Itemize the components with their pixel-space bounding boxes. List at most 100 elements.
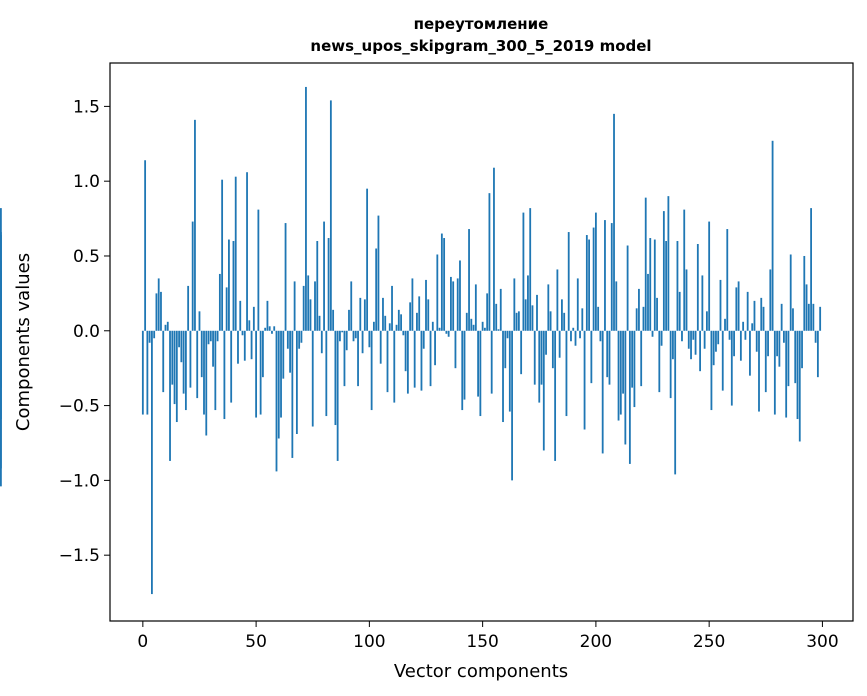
bar	[613, 113, 615, 331]
bar	[495, 303, 498, 331]
bar	[463, 330, 466, 400]
bar	[735, 287, 738, 331]
bar	[409, 302, 412, 331]
bar	[579, 330, 581, 339]
bar	[608, 330, 611, 385]
y-tick-label: 1.5	[73, 97, 100, 117]
bar	[785, 330, 788, 418]
bar	[794, 330, 797, 384]
bar	[762, 306, 765, 331]
bar	[771, 140, 774, 331]
bar	[696, 244, 699, 331]
bar	[171, 330, 174, 385]
bar	[502, 330, 504, 423]
bar	[293, 281, 296, 331]
bar	[667, 196, 670, 331]
bar	[422, 330, 425, 349]
bar	[628, 330, 631, 464]
bar	[724, 318, 726, 331]
bar	[753, 300, 756, 331]
bar	[624, 330, 627, 445]
bar	[400, 314, 402, 331]
bar	[658, 330, 661, 393]
bar	[280, 330, 282, 418]
bar	[592, 227, 595, 331]
bar	[262, 330, 264, 378]
bar	[336, 330, 339, 461]
bar	[685, 269, 688, 331]
bar	[318, 315, 321, 331]
bar	[307, 275, 310, 331]
bar	[361, 330, 364, 354]
bar	[737, 281, 740, 331]
bar	[225, 287, 228, 331]
bar	[807, 303, 810, 331]
bar	[755, 330, 758, 352]
bar	[814, 330, 817, 343]
bar	[175, 330, 178, 423]
chart-title-line1: переутомление	[414, 15, 549, 33]
bar	[309, 299, 312, 331]
bar	[515, 312, 518, 331]
bar	[769, 269, 772, 331]
bar	[302, 285, 305, 331]
bar	[633, 330, 636, 408]
bar	[676, 241, 679, 331]
bar	[626, 245, 629, 331]
bar	[182, 330, 185, 394]
bar	[660, 330, 663, 346]
y-axis-label: Components values	[13, 253, 34, 431]
bar	[488, 193, 491, 331]
x-tick-label: 200	[580, 632, 612, 652]
bar	[207, 330, 210, 345]
bar	[420, 330, 423, 391]
x-tick-label: 50	[245, 632, 267, 652]
bar	[289, 330, 291, 373]
bar	[157, 278, 160, 331]
bar	[635, 308, 638, 331]
bar	[384, 315, 387, 331]
bar	[146, 330, 149, 415]
bar	[780, 303, 783, 331]
bar	[0, 330, 2, 487]
bar	[148, 330, 151, 343]
bar	[594, 212, 597, 331]
bar	[230, 330, 233, 403]
bar	[728, 330, 731, 340]
bar	[461, 330, 464, 411]
bar	[744, 330, 747, 340]
bar	[284, 223, 287, 331]
x-axis-label: Vector components	[394, 661, 568, 682]
y-tick-label: 0.5	[73, 247, 100, 267]
bar	[581, 308, 584, 331]
bar	[644, 197, 647, 331]
x-axis-ticks: 0 50 100 150 200 250 300	[137, 621, 839, 652]
bar	[271, 330, 273, 334]
bar	[683, 209, 686, 331]
bar	[481, 321, 484, 331]
bar	[599, 330, 602, 342]
bar	[674, 330, 677, 475]
bar	[141, 330, 144, 415]
bar	[354, 330, 357, 339]
bar	[631, 330, 634, 388]
bar	[563, 312, 566, 331]
bar	[232, 241, 235, 331]
bar	[649, 238, 652, 331]
bar	[282, 330, 285, 379]
bar	[187, 285, 190, 331]
bar	[511, 330, 513, 481]
bar	[640, 330, 643, 387]
bar	[452, 281, 455, 331]
bar	[268, 326, 271, 331]
bar	[153, 330, 156, 339]
bar	[273, 326, 276, 331]
bar	[375, 248, 378, 331]
bar	[200, 330, 203, 378]
bar	[801, 330, 803, 369]
bar	[144, 160, 147, 331]
bar	[418, 296, 421, 331]
bar	[162, 330, 165, 393]
bar	[619, 330, 622, 415]
bar	[653, 239, 656, 331]
